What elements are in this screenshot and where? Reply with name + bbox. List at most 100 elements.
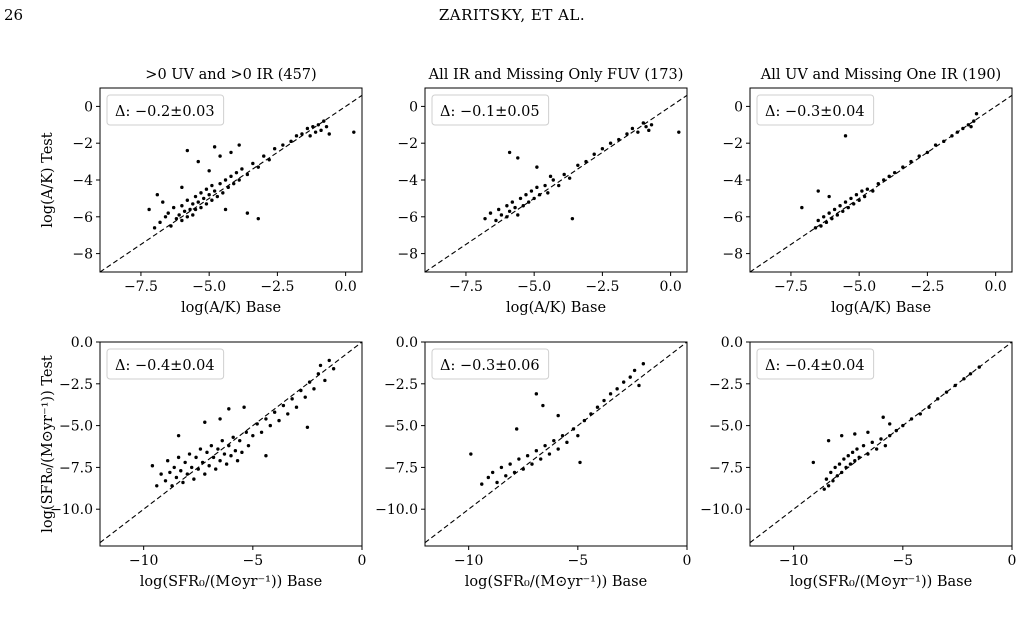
- x-tick-label: −10: [779, 553, 809, 569]
- y-tick-label: 0: [409, 99, 418, 115]
- panel-1: −7.5 −5.0 −2.5 0.0 0 −2 −4 −6 −8 >0 UV and >0 IR …: [40, 67, 363, 316]
- panel-title: All UV and Missing One IR (190): [760, 67, 1001, 83]
- running-head: ZARITSKY, ET AL.: [438, 6, 586, 24]
- data-point: [917, 154, 921, 158]
- data-point: [212, 189, 217, 193]
- data-point: [876, 181, 880, 186]
- delta-annotation: Δ: −0.2±0.03: [106, 94, 225, 126]
- data-point: [242, 405, 246, 409]
- data-point: [826, 484, 831, 488]
- data-point: [196, 159, 200, 164]
- data-point: [495, 480, 499, 485]
- data-point: [488, 211, 493, 215]
- y-tick-label: −10.0: [50, 502, 93, 518]
- x-axis-label: log(A/K) Base: [181, 300, 281, 316]
- data-point: [860, 189, 864, 193]
- data-point: [857, 198, 861, 202]
- data-point: [832, 207, 837, 212]
- data-point: [861, 443, 866, 448]
- data-point: [199, 205, 203, 210]
- y-tick-label: 0.0: [71, 335, 93, 351]
- data-point: [203, 472, 207, 476]
- data-point: [813, 226, 818, 230]
- data-point: [602, 398, 606, 403]
- panel-4: −10 −5 00.0−2.5−5.0−7.5−10.0log(SFR₀/(M⊙yr…: [40, 335, 366, 590]
- y-axis-label: log(A/K) Test: [40, 132, 56, 227]
- data-point: [229, 454, 233, 458]
- data-point: [245, 211, 250, 215]
- x-tick-label: −2.5: [585, 279, 619, 295]
- data-point: [176, 433, 181, 438]
- delta-annotation: Δ: −0.1±0.05: [431, 94, 550, 126]
- data-point: [244, 430, 248, 434]
- annotation-text: Δ: −0.1±0.05: [440, 104, 540, 120]
- data-point: [196, 467, 200, 471]
- data-point: [541, 403, 545, 408]
- data-point: [196, 200, 200, 204]
- x-tick-label: −5: [243, 553, 264, 569]
- data-point: [854, 193, 859, 197]
- data-point: [163, 215, 168, 219]
- data-point: [909, 417, 914, 421]
- data-point: [245, 172, 250, 177]
- data-point: [513, 205, 517, 210]
- data-point: [936, 397, 940, 401]
- axes-frame: [99, 341, 363, 547]
- axes-frame: [424, 341, 688, 547]
- data-point: [316, 372, 321, 376]
- data-point: [548, 174, 553, 179]
- data-point: [515, 427, 519, 431]
- data-point: [272, 147, 277, 151]
- data-point: [204, 187, 209, 191]
- y-tick-label: −6: [72, 210, 93, 226]
- panel-2: −7.5 −5.0 −2.5 0.0 0 −2 −4 −6 −8 All IR and Missi…: [397, 67, 688, 316]
- data-point: [525, 454, 530, 458]
- data-point: [846, 454, 850, 458]
- data-point: [848, 462, 853, 466]
- data-point: [176, 455, 181, 460]
- data-point: [961, 126, 965, 131]
- x-tick-label: 0: [358, 553, 367, 569]
- data-point: [180, 185, 184, 190]
- data-point: [294, 405, 299, 409]
- y-tick-label: −7.5: [59, 460, 93, 476]
- y-tick-label: −10.0: [700, 502, 743, 518]
- data-point: [232, 181, 236, 186]
- data-point: [182, 209, 187, 213]
- panel-5: −10 −5 0 0.0 −2.5 −5.0 −7.5 −10.0 log(SFR₀/(M⊙yr…: [375, 335, 691, 590]
- data-point: [496, 207, 501, 212]
- data-point: [193, 207, 198, 212]
- data-point: [222, 452, 227, 456]
- data-point: [316, 123, 321, 127]
- data-point: [894, 428, 898, 433]
- data-point: [592, 152, 596, 156]
- annotation-box: [756, 94, 875, 126]
- data-point: [883, 443, 888, 448]
- reference-line: [425, 342, 687, 544]
- delta-annotation: Δ: −0.4±0.04: [106, 348, 225, 380]
- data-point: [835, 474, 840, 478]
- y-tick-label: −4: [72, 173, 93, 189]
- x-axis-label: log(A/K) Base: [506, 300, 606, 316]
- data-point: [874, 447, 879, 451]
- data-point: [300, 132, 304, 136]
- data-point: [824, 477, 829, 481]
- x-tick-label: −10: [454, 553, 484, 569]
- data-point: [576, 163, 580, 167]
- data-point: [166, 211, 170, 215]
- data-point: [187, 452, 192, 456]
- x-tick-label: −5.0: [192, 279, 226, 295]
- data-point: [589, 412, 593, 416]
- data-point: [881, 415, 885, 419]
- data-point: [582, 418, 587, 423]
- x-axis-label: log(SFR₀/(M⊙yr⁻¹)) Base: [465, 574, 647, 590]
- data-point: [621, 380, 626, 384]
- annotation-text: Δ: −0.3±0.06: [440, 358, 540, 374]
- page-number: 26: [4, 6, 24, 24]
- data-point: [608, 392, 613, 396]
- data-point: [159, 472, 163, 476]
- data-point: [211, 455, 216, 460]
- data-point: [866, 430, 870, 434]
- data-point: [177, 213, 181, 217]
- data-point: [901, 165, 905, 169]
